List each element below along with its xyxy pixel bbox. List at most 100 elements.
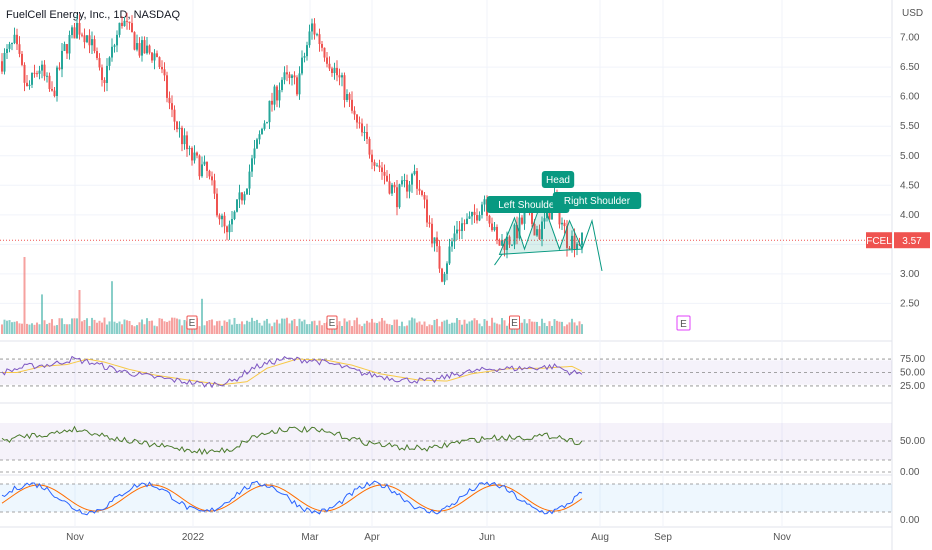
candle-body (281, 79, 283, 91)
volume-bar (426, 326, 428, 334)
volume-bar (228, 319, 231, 334)
candle-body (501, 239, 503, 246)
volume-bar (216, 321, 218, 334)
candle-body (173, 109, 176, 122)
volume-bar (483, 319, 486, 334)
volume-bar (346, 321, 348, 334)
volume-bar (323, 322, 326, 334)
candle-body (161, 66, 163, 70)
volume-bar (451, 322, 453, 334)
candle-body (451, 241, 453, 247)
volume-bar (503, 320, 506, 334)
currency-label: USD (902, 8, 923, 19)
volume-bar (98, 320, 101, 334)
candle-body (576, 243, 578, 250)
volume-bar (263, 320, 266, 334)
candle-body (543, 218, 546, 222)
candle-body (286, 72, 288, 75)
time-tick-label: Mar (301, 532, 319, 543)
candle-body (133, 32, 136, 50)
volume-bar (386, 323, 388, 334)
candle-body (573, 235, 576, 250)
volume-bar (456, 318, 458, 334)
candle-body (48, 75, 51, 89)
volume-bar (393, 319, 396, 334)
candle-body (293, 75, 296, 78)
candle-body (101, 67, 103, 81)
volume-bar (168, 320, 171, 334)
candle-body (513, 224, 516, 245)
volume-bar (531, 321, 533, 334)
stoch-level-label: 0.00 (900, 515, 920, 526)
volume-bar (183, 320, 186, 334)
candle-body (511, 244, 513, 246)
candle-body (8, 44, 11, 49)
volume-bar (13, 321, 16, 334)
candle-body (61, 50, 63, 70)
volume-bar (63, 324, 66, 334)
candle-body (368, 138, 371, 155)
candle-body (136, 43, 138, 50)
candle-body (188, 148, 191, 150)
candle-body (441, 268, 443, 282)
candle-body (3, 52, 6, 72)
volume-bar (148, 320, 151, 334)
chart-title-text: FuelCell Energy, Inc., 1D, NASDAQ (6, 9, 180, 21)
candle-body (471, 211, 473, 217)
volume-bar (418, 321, 421, 334)
volume-bar (166, 321, 168, 334)
time-tick-label: 2022 (182, 532, 205, 543)
volume-bar (476, 320, 478, 334)
candle-body (416, 171, 418, 189)
volume-bar (28, 324, 31, 334)
price-tick-label: 4.00 (900, 210, 920, 221)
candle-body (401, 180, 403, 185)
candle-body (96, 51, 98, 59)
volume-bar (151, 320, 153, 334)
volume-bar (61, 318, 63, 334)
volume-bar (378, 321, 381, 334)
candle-body (491, 223, 493, 231)
candle-body (438, 246, 441, 269)
candle-body (271, 100, 273, 105)
volume-bar (413, 318, 416, 334)
time-tick-label: Apr (364, 532, 380, 543)
volume-bar (436, 318, 438, 334)
price-tick-label: 7.00 (900, 33, 920, 44)
candle-body (371, 154, 373, 163)
time-tick-label: Jun (479, 532, 495, 543)
volume-bar (371, 318, 373, 334)
candle-body (208, 170, 211, 177)
candle-body (363, 132, 366, 134)
candle-body (83, 35, 86, 43)
volume-bar (78, 290, 81, 334)
volume-bar (561, 321, 563, 334)
rsi-ma-line (2, 358, 583, 386)
candle-body (323, 47, 326, 58)
symbol-tag: FCEL (866, 236, 892, 247)
candle-body (253, 148, 256, 159)
candle-body (406, 180, 408, 192)
volume-bar (41, 294, 43, 334)
candle-body (348, 94, 351, 100)
candle-body (31, 72, 33, 85)
candle-body (493, 226, 496, 231)
volume-bar (198, 326, 201, 334)
volume-bar (21, 323, 23, 334)
volume-bar (126, 320, 128, 334)
candle-body (263, 123, 266, 129)
candle-body (26, 82, 28, 87)
candle-body (201, 164, 203, 177)
volume-bar (396, 319, 398, 334)
candle-body (463, 223, 466, 225)
candle-body (343, 75, 346, 100)
candle-body (216, 193, 218, 216)
candle-body (481, 204, 483, 216)
candle-body (288, 74, 291, 78)
candle-body (391, 184, 393, 194)
candle-body (403, 180, 406, 182)
volume-bar (368, 322, 371, 334)
candle-body (276, 86, 278, 101)
candle-body (41, 64, 43, 71)
